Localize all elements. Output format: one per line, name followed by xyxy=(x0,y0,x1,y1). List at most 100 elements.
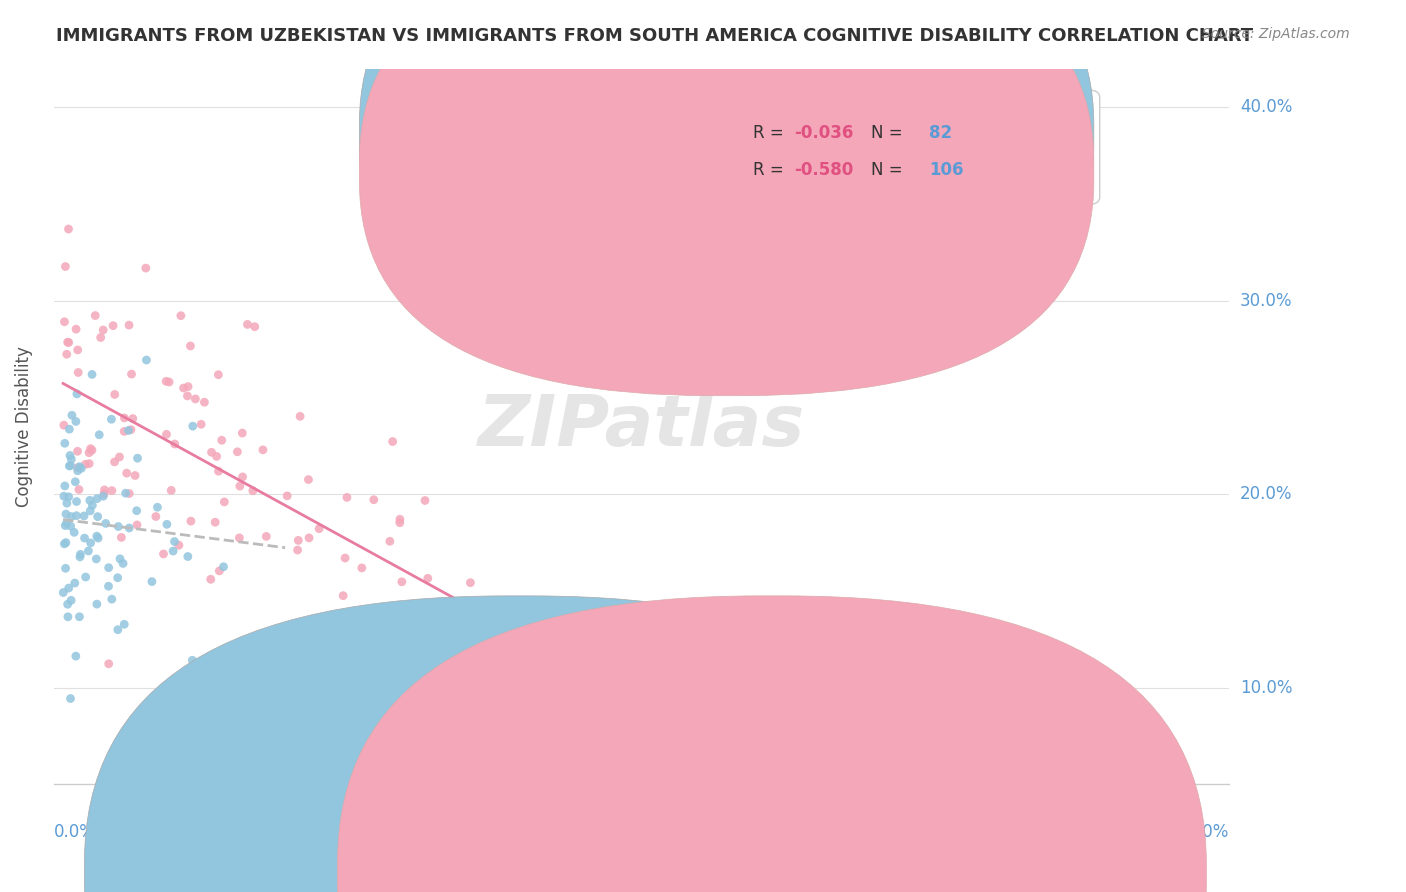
Point xyxy=(112,617,135,632)
Text: IMMIGRANTS FROM UZBEKISTAN VS IMMIGRANTS FROM SOUTH AMERICA COGNITIVE DISABILITY: IMMIGRANTS FROM UZBEKISTAN VS IMMIGRANTS… xyxy=(56,27,1253,45)
Point xyxy=(179,339,201,353)
Point xyxy=(125,504,148,518)
Point xyxy=(86,597,108,611)
Point xyxy=(79,442,101,456)
FancyBboxPatch shape xyxy=(360,0,1094,359)
Point xyxy=(94,516,117,531)
Text: 30.0%: 30.0% xyxy=(1240,292,1292,310)
Point xyxy=(336,491,359,505)
Point xyxy=(53,537,76,551)
Point xyxy=(82,499,104,513)
Point xyxy=(101,592,124,607)
Point xyxy=(101,483,124,498)
Point xyxy=(228,531,250,545)
Point xyxy=(297,473,319,487)
Text: 82: 82 xyxy=(929,124,952,142)
Point xyxy=(252,442,274,457)
Point xyxy=(160,483,183,498)
Point xyxy=(184,392,207,406)
Point xyxy=(77,446,100,460)
Point xyxy=(118,318,141,332)
Point xyxy=(59,691,82,706)
Point xyxy=(80,443,103,458)
Point xyxy=(176,389,198,403)
Point xyxy=(52,585,75,599)
Point xyxy=(332,589,354,603)
Point xyxy=(56,335,79,350)
Point xyxy=(84,552,107,566)
Point xyxy=(108,552,131,566)
Point xyxy=(91,489,114,503)
Point xyxy=(391,574,413,589)
Point xyxy=(103,455,125,469)
Point xyxy=(110,530,132,544)
Point xyxy=(114,486,136,500)
Text: Immigrants from South America: Immigrants from South America xyxy=(790,865,1036,880)
Point xyxy=(125,518,148,533)
Point xyxy=(58,490,80,504)
Point xyxy=(89,427,111,442)
Point xyxy=(69,459,91,474)
Point xyxy=(145,509,167,524)
Point xyxy=(58,458,80,473)
Point xyxy=(135,261,157,276)
Point xyxy=(155,374,177,388)
Point xyxy=(56,597,79,611)
Point xyxy=(79,504,101,518)
Point xyxy=(460,575,482,590)
Point xyxy=(53,518,76,533)
Point xyxy=(155,427,177,442)
Point xyxy=(205,450,228,464)
Point xyxy=(118,521,141,535)
Point xyxy=(55,347,77,361)
Point xyxy=(378,534,401,549)
Text: 60.0%: 60.0% xyxy=(1177,823,1229,841)
Point xyxy=(162,544,184,558)
Point xyxy=(100,412,122,426)
Text: -0.580: -0.580 xyxy=(794,161,853,179)
Point xyxy=(55,507,77,521)
Point xyxy=(298,531,321,545)
Point xyxy=(152,547,174,561)
Point xyxy=(55,561,77,575)
Point xyxy=(69,547,91,561)
Point xyxy=(65,508,87,523)
Point xyxy=(388,516,411,530)
Point xyxy=(66,343,89,357)
Point xyxy=(287,533,309,548)
Point xyxy=(173,381,195,395)
Text: R =: R = xyxy=(754,124,789,142)
Point xyxy=(190,417,212,432)
Point xyxy=(67,609,90,624)
Point xyxy=(65,414,87,428)
Point xyxy=(363,492,385,507)
Point xyxy=(55,535,77,549)
Point xyxy=(177,549,200,564)
Point xyxy=(135,353,157,368)
Point xyxy=(232,470,254,484)
Point xyxy=(413,493,436,508)
Point xyxy=(93,487,115,501)
FancyBboxPatch shape xyxy=(360,0,1094,396)
Point xyxy=(394,624,416,638)
Point xyxy=(73,508,96,523)
Point xyxy=(59,458,82,473)
Point xyxy=(124,468,146,483)
Point xyxy=(242,483,264,498)
Point xyxy=(170,309,193,323)
Point xyxy=(243,319,266,334)
Point xyxy=(287,543,309,558)
Point xyxy=(441,690,464,704)
Point xyxy=(181,653,204,667)
Point xyxy=(101,318,124,333)
Point xyxy=(58,222,80,236)
Point xyxy=(97,560,120,574)
Point xyxy=(97,579,120,593)
Text: 0.0%: 0.0% xyxy=(53,823,96,841)
Point xyxy=(115,466,138,480)
Point xyxy=(107,571,129,585)
Point xyxy=(104,387,127,401)
Text: -0.036: -0.036 xyxy=(794,124,853,142)
Text: N =: N = xyxy=(870,161,907,179)
Point xyxy=(207,464,229,478)
